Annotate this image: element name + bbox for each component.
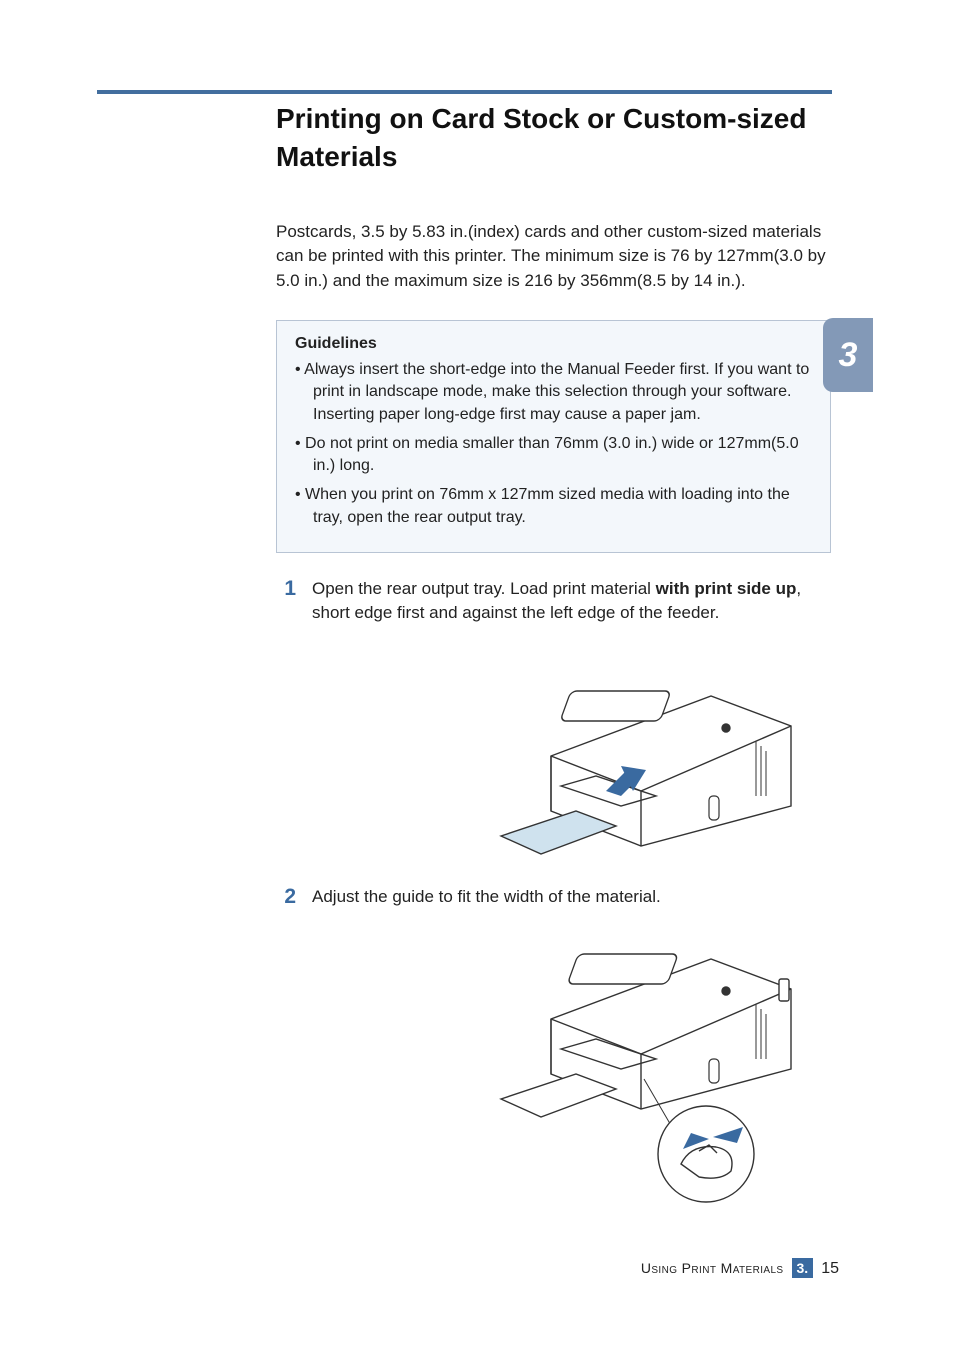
content-column: Printing on Card Stock or Custom-sized M… [276,100,831,1214]
guideline-item: When you print on 76mm x 127mm sized med… [295,484,812,529]
guideline-item: Always insert the short-edge into the Ma… [295,359,812,427]
step-text-pre: Open the rear output tray. Load print ma… [312,579,656,598]
chapter-tab: 3 [823,318,873,392]
guideline-item: Do not print on media smaller than 76mm … [295,433,812,478]
step-text: Open the rear output tray. Load print ma… [312,577,831,626]
step-text-pre: Adjust the guide to fit the width of the… [312,887,661,906]
step-1: 1 Open the rear output tray. Load print … [276,577,831,626]
step-text-bold: with print side up [656,579,797,598]
figure-2 [276,919,831,1214]
step-2: 2 Adjust the guide to fit the width of t… [276,885,831,910]
chapter-number: 3 [839,336,858,375]
guidelines-list: Always insert the short-edge into the Ma… [295,359,812,530]
step-number: 1 [276,577,296,626]
printer-illustration-1 [461,636,821,856]
step-text: Adjust the guide to fit the width of the… [312,885,661,910]
figure-1 [276,636,831,861]
page-footer: Using Print Materials 3. 15 [641,1258,839,1278]
intro-paragraph: Postcards, 3.5 by 5.83 in.(index) cards … [276,220,831,294]
printer-illustration-2 [461,919,821,1209]
page-title: Printing on Card Stock or Custom-sized M… [276,100,831,176]
footer-section-title: Using Print Materials [641,1260,784,1276]
header-rule [97,90,832,94]
footer-chapter-badge: 3. [792,1258,814,1278]
footer-page-number: 15 [821,1260,839,1278]
guidelines-box: Guidelines Always insert the short-edge … [276,320,831,553]
guidelines-title: Guidelines [295,335,812,353]
step-number: 2 [276,885,296,910]
